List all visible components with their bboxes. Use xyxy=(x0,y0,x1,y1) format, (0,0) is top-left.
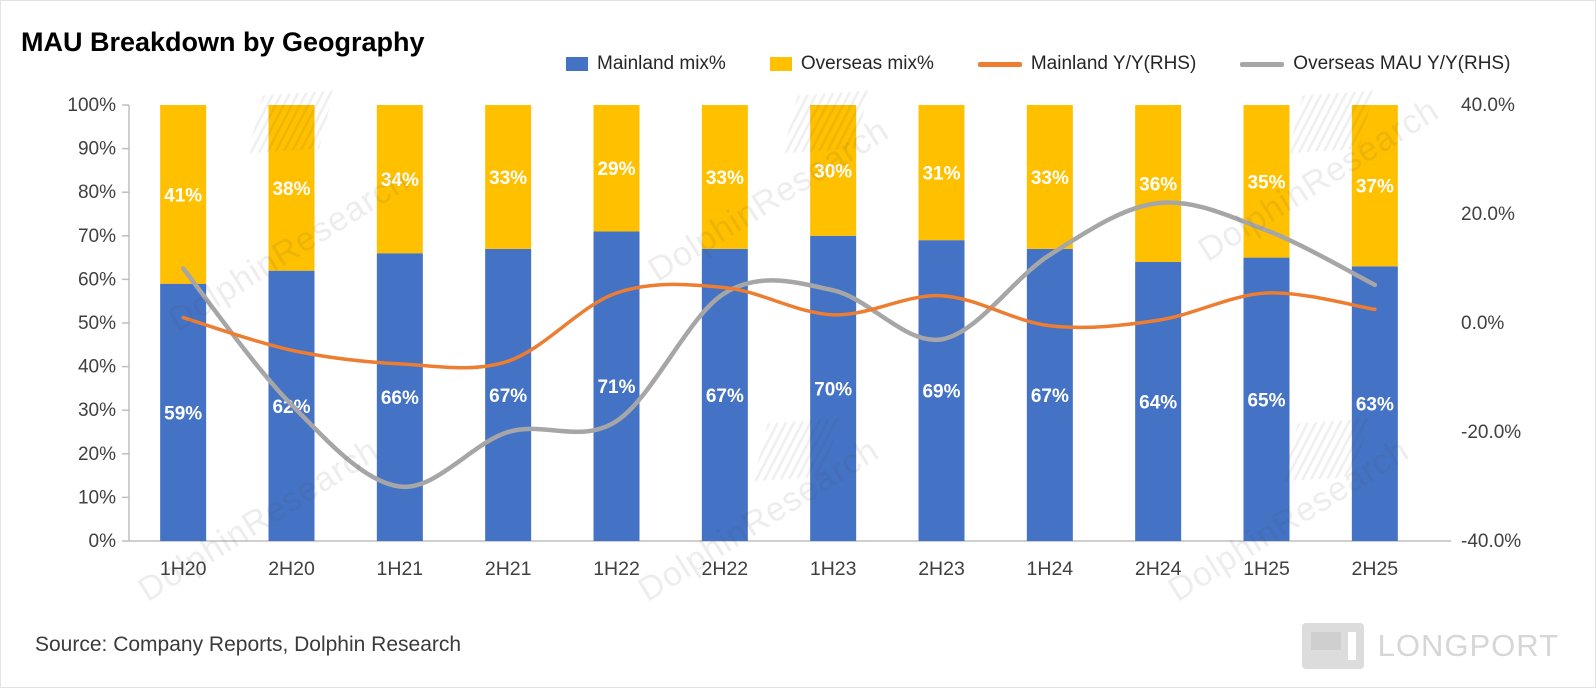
left-axis-tick-label: 100% xyxy=(67,95,116,116)
mainland-bar-label: 71% xyxy=(597,377,635,398)
source-note: Source: Company Reports, Dolphin Researc… xyxy=(35,633,462,656)
x-axis-category-label: 1H21 xyxy=(377,558,424,580)
longport-logo-icon xyxy=(1301,623,1364,669)
left-axis-tick-label: 70% xyxy=(78,226,116,247)
mainland-line-swatch xyxy=(977,61,1022,67)
right-axis-tick-label: 20.0% xyxy=(1461,204,1515,225)
x-axis-category-label: 2H23 xyxy=(918,558,965,580)
mainland-bar-label: 64% xyxy=(1139,392,1177,413)
mainland-bar-label: 59% xyxy=(164,403,202,424)
mainland-bar-label: 67% xyxy=(489,386,527,407)
mainland-bar-swatch xyxy=(566,57,588,71)
overseas-bar-segment xyxy=(485,105,532,249)
right-axis-tick-label: 0.0% xyxy=(1461,313,1504,334)
x-axis-category-label: 2H25 xyxy=(1352,558,1399,580)
x-axis-category-label: 1H22 xyxy=(593,558,640,580)
legend-item-mainland-yy: Mainland Y/Y(RHS) xyxy=(977,53,1197,75)
mainland-bar-segment xyxy=(701,248,748,541)
overseas-bar-label: 38% xyxy=(272,179,310,200)
overseas-bar-segment xyxy=(376,105,423,254)
longport-logo-text: LONGPORT xyxy=(1377,628,1559,663)
x-axis-category-label: 2H20 xyxy=(268,558,315,580)
left-axis-tick-label: 20% xyxy=(78,444,116,465)
legend-label: Overseas mix% xyxy=(800,53,934,74)
chart-svg: 100% 90% 80% 70% 60% 50% 40% 30% 20% 10% 0% 40.0% 20… xyxy=(67,95,1521,580)
mainland-bar-label: 69% xyxy=(922,382,960,403)
overseas-bar-label: 33% xyxy=(1031,168,1069,189)
overseas-bar-segment xyxy=(701,105,748,249)
left-axis-tick-label: 90% xyxy=(78,139,116,160)
overseas-bar-swatch xyxy=(769,57,792,71)
overseas-bar-label: 41% xyxy=(164,185,202,206)
mainland-bar-segment xyxy=(1135,261,1182,541)
overseas-bar-label: 33% xyxy=(489,168,527,189)
legend-label: Mainland mix% xyxy=(597,53,726,74)
overseas-bar-label: 29% xyxy=(597,159,635,180)
mainland-bar-segment xyxy=(1026,248,1073,541)
axes: 100% 90% 80% 70% 60% 50% 40% 30% 20% 10% 0% 40.0% 20… xyxy=(67,95,1521,580)
overseas-yoy-line xyxy=(180,200,1378,489)
overseas-bar-segment xyxy=(160,105,207,284)
left-axis-tick-label: 50% xyxy=(78,313,116,334)
x-axis-category-label: 2H24 xyxy=(1135,558,1182,580)
mainland-bar-segment xyxy=(593,231,640,541)
x-axis-category-label: 1H24 xyxy=(1027,558,1074,580)
legend-item-overseas-yy: Overseas MAU Y/Y(RHS) xyxy=(1240,53,1510,75)
legend-label: Mainland Y/Y(RHS) xyxy=(1030,53,1197,74)
mainland-bar-label: 63% xyxy=(1356,395,1394,416)
mainland-bar-segment xyxy=(376,253,423,542)
overseas-bar-label: 36% xyxy=(1139,174,1177,195)
overseas-bar-segment xyxy=(268,105,315,271)
overseas-bar-label: 37% xyxy=(1356,177,1394,198)
left-axis-tick-label: 10% xyxy=(78,487,116,508)
longport-logo: LONGPORT xyxy=(1301,623,1559,669)
overseas-bar-segment xyxy=(1026,105,1073,249)
mainland-bar-segment xyxy=(1243,257,1290,541)
overseas-bar-label: 33% xyxy=(706,168,744,189)
overseas-bar-segment xyxy=(1135,105,1182,262)
overseas-bar-label: 35% xyxy=(1247,172,1285,193)
yoy-lines xyxy=(180,200,1378,489)
right-axis-tick-label: -40.0% xyxy=(1461,531,1521,552)
left-axis-tick-label: 30% xyxy=(78,400,116,421)
stacked-bars: 59%41%62%38%66%34%67%33%71%29%67%33%70%3… xyxy=(160,105,1398,542)
overseas-bar-label: 34% xyxy=(381,170,419,191)
mainland-bar-label: 67% xyxy=(706,386,744,407)
right-axis-tick-label: -20.0% xyxy=(1461,422,1521,443)
legend-label: Overseas MAU Y/Y(RHS) xyxy=(1293,53,1511,74)
left-axis-tick-label: 60% xyxy=(78,269,116,290)
overseas-bar-segment xyxy=(918,105,965,241)
x-axis-category-label: 2H22 xyxy=(702,558,749,580)
x-axis-category-label: 1H20 xyxy=(160,558,207,580)
mainland-bar-label: 65% xyxy=(1247,390,1285,411)
chart-legend: Mainland mix% Overseas mix% Mainland Y/Y… xyxy=(566,53,1510,75)
overseas-line-swatch xyxy=(1240,61,1285,67)
mainland-bar-segment xyxy=(918,240,965,541)
x-axis-category-label: 1H25 xyxy=(1243,558,1290,580)
x-axis-category-label: 1H23 xyxy=(810,558,857,580)
mainland-yoy-line xyxy=(181,282,1377,370)
chart-title: MAU Breakdown by Geography xyxy=(21,27,425,57)
legend-item-mainland-mix: Mainland mix% xyxy=(566,53,726,75)
mainland-bar-segment xyxy=(1351,266,1398,541)
mainland-bar-segment xyxy=(160,283,207,541)
mainland-bar-label: 70% xyxy=(814,379,852,400)
mainland-bar-segment xyxy=(485,248,532,541)
right-axis-tick-label: 40.0% xyxy=(1461,95,1515,116)
left-axis-tick-label: 0% xyxy=(89,531,117,552)
left-axis-tick-label: 40% xyxy=(78,357,116,378)
overseas-bar-segment xyxy=(810,105,857,236)
mainland-bar-label: 66% xyxy=(381,388,419,409)
overseas-bar-segment xyxy=(1351,105,1398,267)
left-axis-tick-label: 80% xyxy=(78,182,116,203)
chart-area: 100% 90% 80% 70% 60% 50% 40% 30% 20% 10% 0% 40.0% 20… xyxy=(17,89,1581,609)
overseas-bar-label: 31% xyxy=(922,164,960,185)
overseas-bar-label: 30% xyxy=(814,161,852,182)
overseas-bar-segment xyxy=(593,105,640,232)
x-axis-category-label: 2H21 xyxy=(485,558,532,580)
mainland-bar-label: 67% xyxy=(1031,386,1069,407)
legend-item-overseas-mix: Overseas mix% xyxy=(769,53,934,75)
